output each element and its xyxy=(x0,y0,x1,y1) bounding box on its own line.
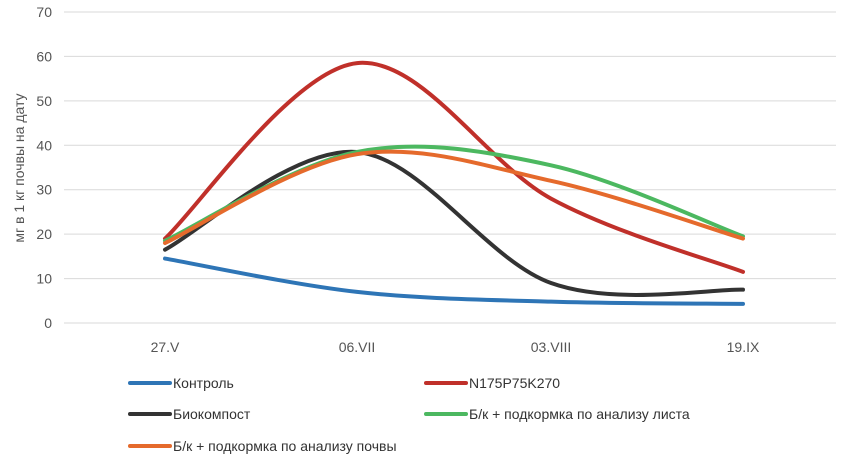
legend-item: N175P75K270 xyxy=(424,375,560,391)
y-axis-ticks: 0 10 20 30 40 50 60 70 xyxy=(36,4,52,331)
series-line-3 xyxy=(163,149,745,297)
legend: Контроль N175P75K270 Биокомпост Б/к + подко… xyxy=(128,375,690,454)
x-axis-ticks: 27.V 06.VII 03.VIII 19.IX xyxy=(151,339,760,355)
legend-item: Б/к + подкормка по анализу листа xyxy=(424,406,690,422)
x-tick-label: 27.V xyxy=(151,339,180,355)
y-tick-label: 10 xyxy=(36,271,52,287)
y-tick-label: 50 xyxy=(36,93,52,109)
legend-label: Б/к + подкормка по анализу почвы xyxy=(173,438,397,454)
x-tick-label: 03.VIII xyxy=(531,339,571,355)
y-tick-label: 70 xyxy=(36,4,52,20)
x-tick-label: 06.VII xyxy=(339,339,376,355)
series-line-1 xyxy=(163,256,745,306)
legend-item: Б/к + подкормка по анализу почвы xyxy=(128,438,397,454)
y-tick-label: 30 xyxy=(36,182,52,198)
y-tick-label: 0 xyxy=(44,315,52,331)
series-line-5 xyxy=(163,149,745,246)
x-tick-label: 19.IX xyxy=(727,339,760,355)
gridlines xyxy=(64,11,836,324)
y-tick-label: 40 xyxy=(36,137,52,153)
legend-label: Контроль xyxy=(173,375,234,391)
legend-label: N175P75K270 xyxy=(469,375,560,391)
legend-label: Биокомпост xyxy=(173,406,251,422)
series-lines xyxy=(163,61,745,306)
legend-item: Контроль xyxy=(128,375,234,391)
legend-label: Б/к + подкормка по анализу листа xyxy=(469,406,690,422)
y-axis-label: мг в 1 кг почвы на дату xyxy=(11,93,27,242)
y-tick-label: 60 xyxy=(36,48,52,64)
series-line-2 xyxy=(163,61,745,274)
y-tick-label: 20 xyxy=(36,226,52,242)
legend-item: Биокомпост xyxy=(128,406,251,422)
